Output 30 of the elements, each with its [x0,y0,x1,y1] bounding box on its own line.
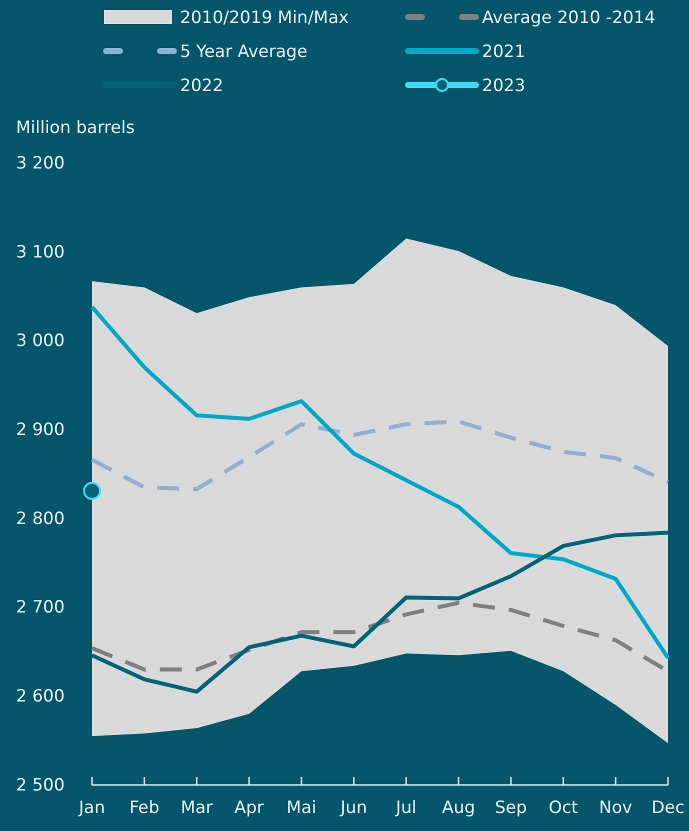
y-tick-label: 3 100 [16,242,65,262]
x-tick-label: Jun [340,798,368,818]
x-tick-label: Jul [394,798,416,818]
y-tick-label: 2 700 [16,598,65,618]
y-tick-label: 2 900 [16,420,65,440]
x-tick-label: Nov [599,798,632,818]
x-tick-label: Mai [286,798,316,818]
y-tick-label: 2 600 [16,686,65,707]
line-series [90,420,670,492]
legend-label: 2023 [482,76,526,96]
y-tick-label: 2 800 [16,508,65,529]
x-tick-label: Apr [234,798,264,818]
line-series [90,530,670,694]
y-tick-label: 2 500 [16,775,65,796]
legend-label: 2010/2019 Min/Max [180,8,349,28]
x-tick-label: Mar [180,798,213,818]
y-tick-label: 3 000 [16,331,65,352]
legend-label: Average 2010 -2014 [482,8,656,28]
x-tick-label: Sep [494,798,527,818]
x-tick-label: Oct [548,798,578,818]
y-axis-title: Million barrels [16,118,135,138]
y-tick-label: 3 200 [16,153,65,174]
line-series [90,304,670,660]
legend-label: 2021 [482,42,526,62]
x-tick-label: Feb [129,798,160,818]
legend-label: 2022 [180,76,224,96]
legend-label: 5 Year Average [180,42,308,62]
x-tick-label: Jan [78,798,106,818]
x-tick-label: Aug [442,798,476,818]
x-tick-label: Dec [652,798,684,818]
